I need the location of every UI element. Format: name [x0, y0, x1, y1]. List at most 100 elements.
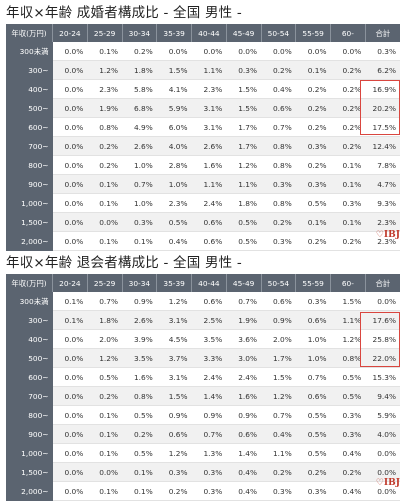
table-cell: 0.0% — [52, 405, 88, 425]
table-row: 600~ 0.0% 0.5% 1.6% 3.1% 2.4% 2.4% 1.5% 0.7% 0.5%… — [6, 367, 400, 387]
table-row: 500~ 0.0% 1.2% 3.5% 3.7% 3.3% 3.0% 1.7% 1.0% 0.8%… — [6, 348, 400, 368]
table-cell: 0.3% — [330, 424, 366, 444]
table-row: 700~ 0.0% 0.2% 2.6% 4.0% 2.6% 1.7% 0.8% 0.3% 0.2%… — [6, 136, 400, 156]
column-header: 40-44 — [191, 24, 227, 42]
column-header: 20-24 — [52, 274, 88, 292]
table-cell: 0.7% — [295, 367, 331, 387]
table-cell: 0.6% — [261, 292, 296, 311]
column-header: 55-59 — [295, 24, 331, 42]
table-cell: 1.2% — [226, 155, 261, 175]
column-header: 35-39 — [156, 24, 192, 42]
row-header: 400~ — [6, 79, 53, 99]
table-cell: 0.5% — [226, 212, 261, 232]
table-cell: 0.7% — [87, 292, 122, 311]
table-cell: 3.5% — [191, 329, 227, 349]
table-cell: 0.7% — [226, 292, 261, 311]
table-cell: 0.5% — [295, 193, 331, 213]
table-cell: 1.5% — [156, 386, 192, 406]
table-cell: 0.0% — [365, 462, 400, 482]
row-header: 500~ — [6, 98, 53, 118]
table-cell: 0.9% — [191, 405, 227, 425]
table-cell: 0.3% — [295, 174, 331, 194]
table-cell: 0.2% — [330, 98, 366, 118]
column-header: 25-29 — [87, 274, 123, 292]
table-cell: 0.1% — [87, 405, 122, 425]
table-cell: 0.1% — [52, 310, 88, 330]
table-cell: 0.6% — [191, 231, 227, 251]
table-cell: 0.2% — [261, 462, 296, 482]
table-cell: 3.9% — [122, 329, 157, 349]
table-cell: 1.4% — [191, 386, 227, 406]
table-cell: 0.6% — [191, 292, 227, 311]
row-header: 1,000~ — [6, 443, 53, 463]
column-header: 50-54 — [261, 24, 297, 42]
table-cell: 0.1% — [87, 443, 122, 463]
table-cell: 0.2% — [330, 60, 366, 80]
column-header: 60- — [330, 274, 366, 292]
table-cell: 0.0% — [226, 42, 261, 61]
row-header: 1,500~ — [6, 462, 53, 482]
table-cell: 0.5% — [87, 367, 122, 387]
row-header: 600~ — [6, 367, 53, 387]
table-cell: 1.2% — [156, 292, 192, 311]
column-header: 20-24 — [52, 24, 88, 42]
table-row: 2,000~ 0.0% 0.1% 0.1% 0.4% 0.6% 0.5% 0.3% 0.2% 0.… — [6, 231, 400, 251]
table-cell: 1.0% — [122, 193, 157, 213]
table-cell: 0.1% — [330, 174, 366, 194]
table-row: 900~ 0.0% 0.1% 0.7% 1.0% 1.1% 1.1% 0.3% 0.3% 0.1%… — [6, 174, 400, 194]
row-header: 2,000~ — [6, 481, 53, 501]
table-cell: 0.0% — [52, 136, 88, 156]
table-cell: 0.1% — [87, 481, 122, 501]
table-cell: 0.3% — [295, 292, 331, 311]
table-cell: 3.5% — [122, 348, 157, 368]
table-cell: 0.2% — [295, 98, 331, 118]
table-cell: 6.8% — [122, 98, 157, 118]
table-cell: 1.5% — [226, 98, 261, 118]
table-cell: 0.1% — [87, 42, 122, 61]
table-cell: 1.2% — [156, 443, 192, 463]
table-cell: 1.1% — [226, 174, 261, 194]
table-cell: 1.5% — [156, 60, 192, 80]
table-cell: 0.2% — [295, 462, 331, 482]
table-row: 300未満 0.0% 0.1% 0.2% 0.0% 0.0% 0.0% 0.0% 0.0% 0.0… — [6, 42, 400, 61]
table-cell: 1.8% — [87, 310, 122, 330]
table-row: 500~ 0.0% 1.9% 6.8% 5.9% 3.1% 1.5% 0.6% 0.2% 0.2%… — [6, 98, 400, 118]
table-row: 1,000~ 0.0% 0.1% 1.0% 2.3% 2.4% 1.8% 0.8% 0.5% 0.… — [6, 193, 400, 213]
table-cell: 1.9% — [87, 98, 122, 118]
row-header: 300~ — [6, 60, 53, 80]
ibj-logo: ♡IBJ — [375, 230, 400, 240]
table-cell: 0.6% — [226, 424, 261, 444]
table-cell: 0.0% — [52, 60, 88, 80]
table-cell: 7.8% — [365, 155, 400, 175]
table-cell: 17.6% — [365, 310, 400, 330]
table-cell: 0.1% — [87, 193, 122, 213]
table-cell: 0.0% — [330, 42, 366, 61]
table-cell: 1.2% — [87, 348, 122, 368]
table-cell: 0.3% — [295, 136, 331, 156]
table-cell: 0.0% — [52, 212, 88, 232]
table-cell: 0.0% — [52, 231, 88, 251]
table-cell: 0.2% — [295, 231, 331, 251]
table-cell: 1.0% — [122, 155, 157, 175]
column-header: 55-59 — [295, 274, 331, 292]
table-cell: 0.2% — [330, 231, 366, 251]
table-cell: 0.0% — [52, 443, 88, 463]
row-header: 500~ — [6, 348, 53, 368]
table-cell: 0.0% — [52, 386, 88, 406]
table-row: 300~ 0.0% 1.2% 1.8% 1.5% 1.1% 0.3% 0.2% 0.1% 0.2%… — [6, 60, 400, 80]
table-cell: 0.7% — [261, 117, 296, 137]
table-cell: 2.6% — [191, 136, 227, 156]
table-cell: 1.7% — [226, 136, 261, 156]
table-cell: 3.1% — [156, 310, 192, 330]
table-cell: 2.3% — [156, 193, 192, 213]
table-cell: 0.8% — [87, 117, 122, 137]
table-cell: 9.4% — [365, 386, 400, 406]
row-header: 700~ — [6, 386, 53, 406]
table-row: 900~ 0.0% 0.1% 0.2% 0.6% 0.7% 0.6% 0.4% 0.5% 0.3%… — [6, 424, 400, 444]
table-cell: 0.8% — [122, 386, 157, 406]
table-cell: 0.3% — [226, 60, 261, 80]
table-cell: 0.3% — [261, 174, 296, 194]
table-row: 600~ 0.0% 0.8% 4.9% 6.0% 3.1% 1.7% 0.7% 0.2% 0.2%… — [6, 117, 400, 137]
table-cell: 1.1% — [191, 60, 227, 80]
table-cell: 1.0% — [156, 174, 192, 194]
